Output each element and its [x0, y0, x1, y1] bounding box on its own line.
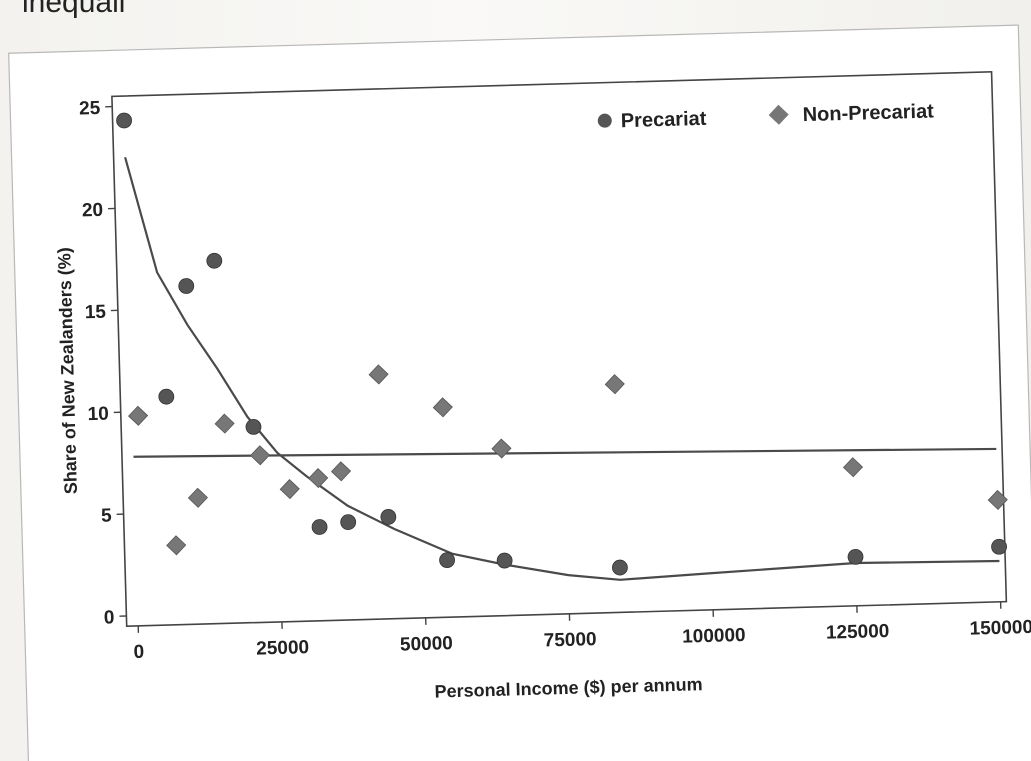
non-precariat-point: [368, 364, 389, 385]
non-precariat-point: [214, 413, 235, 434]
non-precariat-point: [330, 461, 352, 482]
y-tick-label: 15: [85, 302, 107, 324]
non-precariat-point: [279, 479, 300, 500]
axis-ticks: 0 25000 50000 75000 100000 125000 150000 0 5 10 15…: [79, 98, 1031, 663]
cut-off-heading-text: inequali: [22, 0, 126, 19]
non-precariat-point: [249, 445, 271, 466]
non-precariat-point: [987, 489, 1008, 510]
non-precariat-point: [842, 457, 864, 478]
precariat-point: [116, 112, 132, 129]
x-tick-label: 0: [133, 642, 144, 663]
x-tick-label: 125000: [826, 621, 890, 644]
precariat-point: [847, 548, 864, 565]
non-precariat-point: [308, 468, 329, 489]
trend-lines: [124, 156, 1000, 581]
x-tick-label: 150000: [969, 617, 1031, 640]
precariat-point: [340, 514, 357, 531]
y-tick-label: 0: [104, 607, 115, 628]
precariat-point: [206, 252, 223, 269]
x-tick-label: 75000: [543, 629, 596, 651]
non-precariat-point: [491, 438, 512, 459]
precariat-point: [178, 278, 195, 294]
y-tick-label: 5: [101, 505, 113, 526]
precariat-point: [612, 559, 628, 576]
precariat-point: [439, 552, 455, 569]
non-precariat-point: [187, 487, 208, 508]
data-points: [116, 112, 1008, 576]
x-tick-label: 100000: [682, 625, 746, 648]
precariat-point: [991, 538, 1007, 555]
trend-line: [124, 156, 1000, 581]
trend-line: [133, 447, 997, 458]
plot-area: [111, 71, 1008, 628]
legend-marker-non-precariat: [768, 104, 789, 125]
precariat-point: [245, 418, 262, 435]
precariat-point: [158, 388, 175, 405]
non-precariat-point: [604, 374, 625, 395]
precariat-point: [311, 519, 328, 535]
non-precariat-point: [432, 397, 453, 418]
legend-marker-precariat: [597, 113, 612, 128]
non-precariat-point: [166, 535, 187, 556]
precariat-point: [496, 552, 513, 569]
precariat-point: [380, 509, 397, 525]
non-precariat-point: [128, 405, 149, 426]
y-tick-label: 20: [82, 200, 104, 222]
legend-label-precariat: Precariat: [620, 108, 707, 132]
y-tick-label: 25: [79, 98, 101, 120]
legend-label-non-precariat: Non-Precariat: [802, 100, 934, 126]
y-tick-label: 10: [87, 404, 109, 426]
x-tick-label: 25000: [256, 637, 309, 659]
legend: Precariat Non-Precariat: [597, 100, 934, 132]
x-tick-label: 50000: [400, 633, 453, 655]
